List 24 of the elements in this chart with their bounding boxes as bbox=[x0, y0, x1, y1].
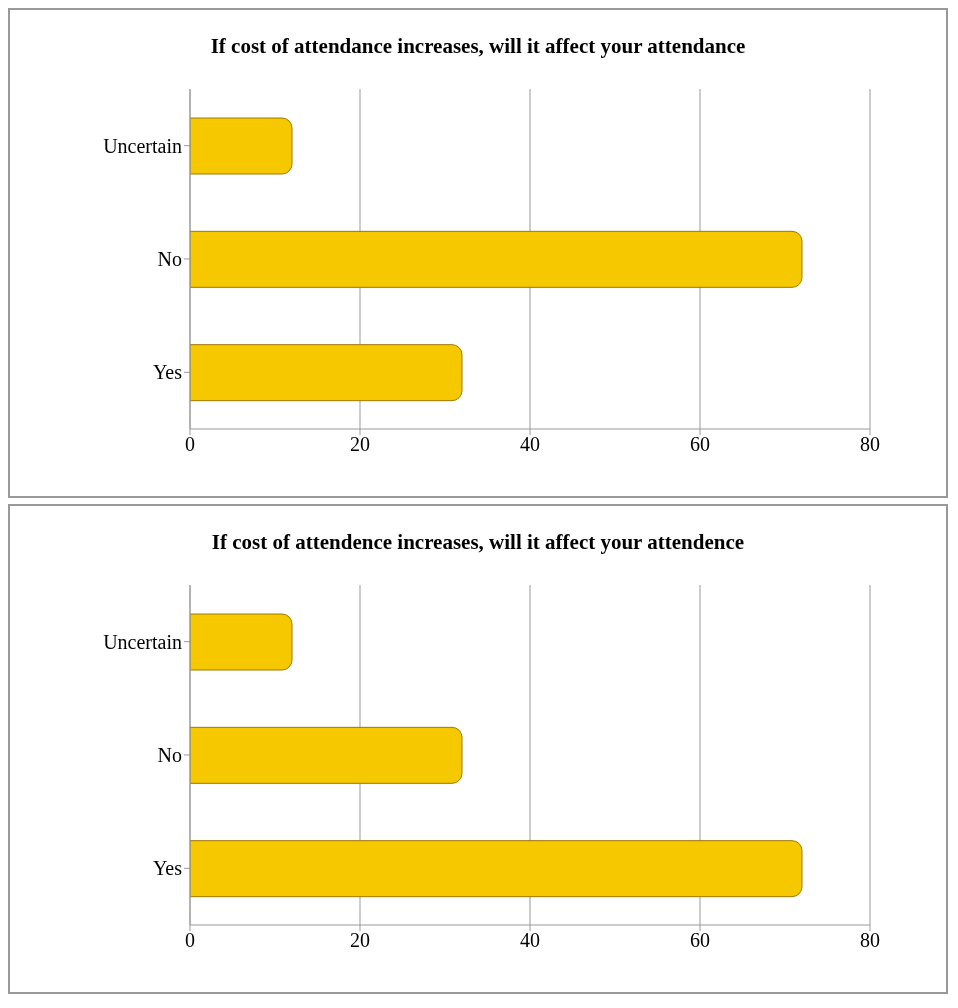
x-tick-label: 60 bbox=[690, 433, 710, 456]
x-tick-label: 0 bbox=[185, 929, 195, 952]
bar bbox=[190, 117, 293, 175]
bar bbox=[190, 230, 803, 288]
y-tick-label: Yes bbox=[152, 857, 183, 880]
x-tick-label: 80 bbox=[860, 929, 880, 952]
y-tick-label: Yes bbox=[152, 361, 183, 384]
bar bbox=[190, 726, 463, 784]
chart-title: If cost of attendence increases, will it affect your attendence bbox=[210, 529, 746, 555]
x-tick-label: 40 bbox=[520, 433, 540, 456]
bar bbox=[190, 344, 463, 402]
x-tick-label: 20 bbox=[350, 433, 370, 456]
y-tick-label: No bbox=[157, 744, 182, 767]
x-tick-label: 20 bbox=[350, 929, 370, 952]
y-tick-label: Uncertain bbox=[103, 630, 182, 653]
chart-title: If cost of attendance increases, will it affect your attendance bbox=[209, 33, 747, 59]
x-tick-label: 0 bbox=[185, 433, 195, 456]
x-tick-label: 80 bbox=[860, 433, 880, 456]
y-tick-label: Uncertain bbox=[103, 134, 182, 157]
x-tick-label: 40 bbox=[520, 929, 540, 952]
bar bbox=[190, 840, 803, 898]
x-tick-label: 60 bbox=[690, 929, 710, 952]
y-tick-label: No bbox=[157, 248, 182, 271]
bar bbox=[190, 613, 293, 671]
